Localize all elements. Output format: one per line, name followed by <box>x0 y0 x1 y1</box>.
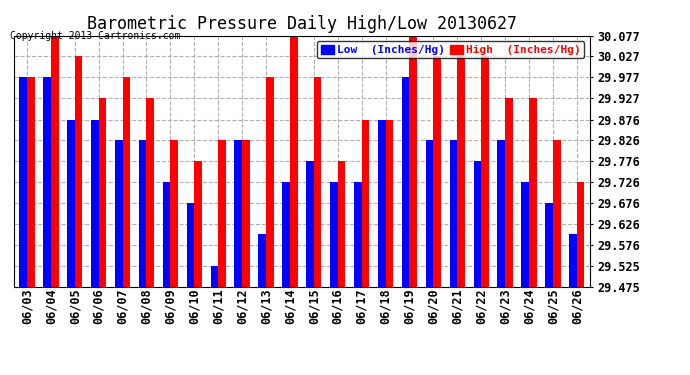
Bar <box>522 182 529 287</box>
Text: Copyright 2013 Cartronics.com: Copyright 2013 Cartronics.com <box>10 32 181 41</box>
Bar <box>330 182 337 287</box>
Bar <box>91 120 99 287</box>
Bar <box>115 140 123 287</box>
Bar <box>354 182 362 287</box>
Bar <box>433 57 441 287</box>
Bar <box>146 98 154 287</box>
Bar <box>235 140 242 287</box>
Bar <box>19 77 27 287</box>
Bar <box>450 140 457 287</box>
Bar <box>266 77 274 287</box>
Bar <box>505 98 513 287</box>
Bar <box>163 182 170 287</box>
Bar <box>553 140 560 287</box>
Bar <box>258 234 266 287</box>
Bar <box>577 182 584 287</box>
Bar <box>186 203 195 287</box>
Bar <box>426 140 433 287</box>
Bar <box>473 161 481 287</box>
Bar <box>402 77 409 287</box>
Bar <box>569 234 577 287</box>
Bar <box>545 203 553 287</box>
Title: Barometric Pressure Daily High/Low 20130627: Barometric Pressure Daily High/Low 20130… <box>87 15 517 33</box>
Bar <box>43 77 51 287</box>
Bar <box>481 57 489 287</box>
Legend: Low  (Inches/Hg), High  (Inches/Hg): Low (Inches/Hg), High (Inches/Hg) <box>317 41 584 58</box>
Bar <box>27 77 34 287</box>
Bar <box>170 140 178 287</box>
Bar <box>497 140 505 287</box>
Bar <box>195 161 202 287</box>
Bar <box>139 140 146 287</box>
Bar <box>75 57 82 287</box>
Bar <box>409 36 417 287</box>
Bar <box>51 36 59 287</box>
Bar <box>242 140 250 287</box>
Bar <box>529 98 537 287</box>
Bar <box>282 182 290 287</box>
Bar <box>218 140 226 287</box>
Bar <box>457 57 465 287</box>
Bar <box>386 120 393 287</box>
Bar <box>67 120 75 287</box>
Bar <box>290 36 297 287</box>
Bar <box>99 98 106 287</box>
Bar <box>362 120 369 287</box>
Bar <box>210 266 218 287</box>
Bar <box>337 161 346 287</box>
Bar <box>378 120 386 287</box>
Bar <box>306 161 314 287</box>
Bar <box>123 77 130 287</box>
Bar <box>314 77 322 287</box>
